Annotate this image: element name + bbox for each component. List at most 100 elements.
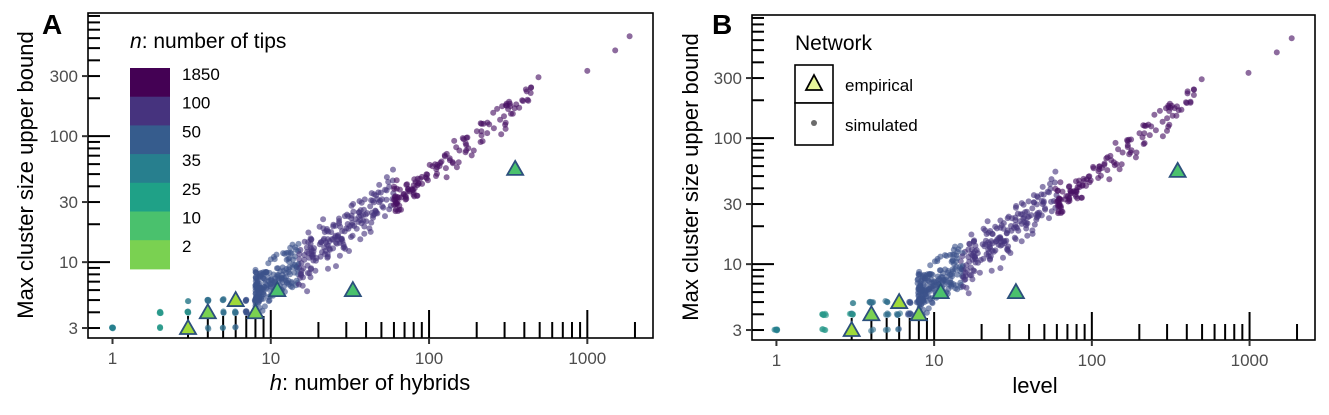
simulated-point — [336, 252, 343, 259]
panel-a-legend: n: number of tips 1850 100 50 35 25 10 2 — [130, 30, 286, 270]
simulated-point — [1106, 176, 1113, 183]
simulated-point — [1166, 100, 1173, 107]
legend-bin-label: 10 — [182, 209, 201, 228]
simulated-point — [1000, 254, 1006, 261]
simulated-point — [1007, 250, 1014, 256]
simulated-point — [1025, 198, 1032, 205]
simulated-point — [456, 147, 463, 154]
simulated-point — [998, 222, 1005, 229]
simulated-point — [1029, 205, 1036, 212]
simulated-point — [931, 258, 938, 265]
simulated-point — [849, 300, 856, 307]
simulated-point — [1047, 180, 1053, 187]
empirical-triangle — [267, 280, 287, 298]
simulated-point — [403, 195, 410, 202]
simulated-point — [300, 265, 307, 272]
simulated-point — [942, 252, 948, 259]
simulated-point — [392, 201, 399, 208]
panel-b-x-axis-title: level — [1012, 373, 1057, 398]
simulated-point — [626, 33, 633, 40]
panel-a-legend-bins: 1850 100 50 35 25 10 2 — [130, 65, 220, 270]
simulated-point — [419, 173, 425, 180]
simulated-point — [310, 248, 317, 255]
simulated-point — [449, 160, 456, 167]
simulated-point — [1183, 99, 1189, 106]
empirical-triangle — [1006, 282, 1026, 300]
simulated-point — [984, 218, 991, 225]
simulated-point — [918, 296, 925, 303]
simulated-point — [1012, 204, 1019, 211]
panel-b-x-axis: 1 10 100 1000 — [772, 340, 1268, 370]
legend-color-bin — [130, 68, 170, 98]
simulated-point — [1133, 149, 1140, 156]
simulated-point — [1119, 149, 1126, 156]
simulated-point — [243, 309, 250, 316]
simulated-point — [1068, 189, 1075, 196]
simulated-point — [1090, 165, 1097, 172]
simulated-point — [484, 130, 491, 137]
y-tick-label: 300 — [50, 67, 78, 86]
simulated-point — [396, 186, 403, 193]
simulated-point — [907, 299, 914, 306]
simulated-point — [976, 269, 983, 276]
simulated-point — [478, 128, 485, 135]
simulated-point — [1142, 122, 1149, 129]
simulated-point — [325, 265, 331, 272]
simulated-point — [451, 137, 458, 144]
simulated-point — [267, 256, 274, 263]
simulated-point — [1072, 188, 1079, 195]
simulated-point — [468, 152, 475, 159]
simulated-point — [368, 197, 375, 204]
simulated-point — [383, 174, 390, 181]
simulated-point — [894, 312, 901, 319]
simulated-point — [433, 173, 439, 179]
simulated-point — [988, 267, 995, 274]
simulated-point — [392, 206, 399, 213]
panel-a-rug — [88, 14, 636, 338]
simulated-point — [453, 164, 460, 171]
simulated-point — [459, 135, 466, 142]
simulated-point — [464, 134, 471, 141]
simulated-point — [443, 174, 450, 181]
simulated-point — [918, 287, 925, 293]
simulated-point — [1011, 234, 1018, 241]
y-tick-label: 100 — [714, 129, 742, 148]
simulated-point — [391, 183, 398, 190]
simulated-point — [494, 105, 501, 112]
simulated-point — [357, 236, 364, 243]
simulated-point — [443, 150, 450, 157]
simulated-point — [822, 327, 829, 333]
simulated-point — [957, 268, 964, 275]
simulated-point — [490, 125, 497, 132]
simulated-point — [1107, 152, 1114, 159]
simulated-point — [330, 223, 337, 230]
simulated-point — [1012, 214, 1019, 221]
simulated-point — [1101, 160, 1108, 167]
simulated-point — [336, 220, 343, 227]
simulated-point — [273, 251, 280, 258]
legend-color-bin — [130, 240, 170, 270]
simulated-point — [1112, 139, 1119, 146]
simulated-point — [279, 271, 286, 278]
simulated-point — [267, 277, 274, 284]
panel-a-y-axis: 3 10 30 100 300 — [50, 67, 88, 338]
y-tick-label: 300 — [714, 69, 742, 88]
simulated-point — [366, 225, 373, 232]
simulated-point — [1056, 203, 1063, 210]
simulated-point — [219, 325, 226, 331]
y-tick-label: 10 — [59, 253, 78, 272]
simulated-point — [1024, 220, 1031, 227]
simulated-point — [1127, 149, 1134, 156]
simulated-point — [981, 243, 988, 250]
simulated-point — [1187, 99, 1194, 106]
empirical-triangle — [909, 304, 929, 322]
simulated-point — [385, 178, 392, 185]
legend-bin-label: 1850 — [182, 65, 220, 84]
simulated-point — [305, 229, 312, 236]
simulated-point — [1152, 127, 1159, 134]
empirical-triangle — [178, 318, 198, 335]
simulated-point — [1024, 232, 1031, 239]
simulated-point — [947, 279, 954, 286]
simulated-point — [1104, 167, 1111, 174]
simulated-point — [502, 121, 509, 128]
